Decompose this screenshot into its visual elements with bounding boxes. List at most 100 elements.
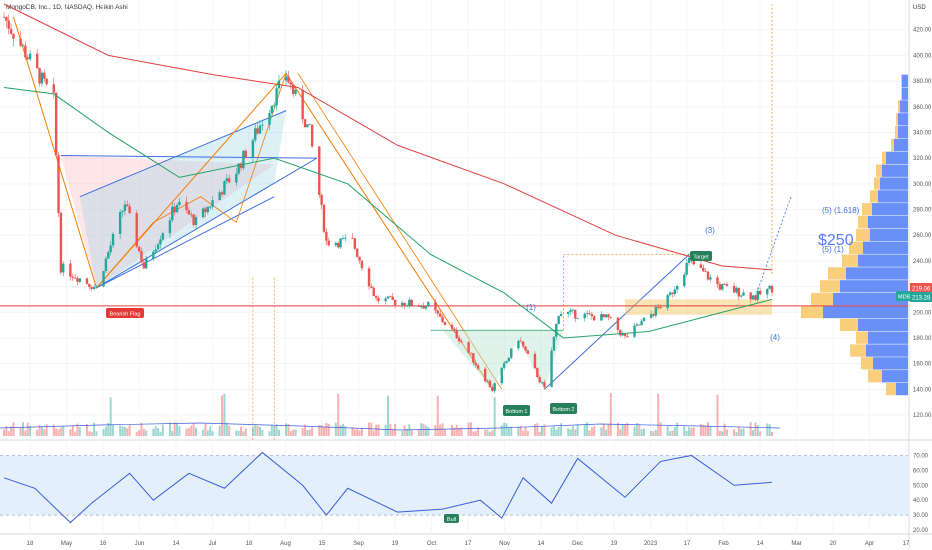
volume-bar — [128, 425, 131, 436]
volume-bar — [467, 422, 470, 436]
fib-inner — [96, 73, 287, 289]
candle-body — [69, 263, 72, 277]
volume-bar — [602, 423, 605, 436]
candle-body — [536, 368, 539, 378]
volume-profile-up-bar — [840, 280, 908, 293]
volume-bar — [135, 431, 138, 436]
candle-body — [659, 307, 662, 309]
candle-body — [294, 89, 297, 94]
candle-body — [273, 105, 276, 107]
time-tick-label: Dec — [572, 541, 583, 547]
volume-ma-line — [0, 422, 781, 431]
candle-body — [12, 33, 15, 39]
volume-bar — [43, 429, 46, 436]
candle-body — [401, 302, 404, 306]
volume-profile-down-bar — [849, 241, 863, 254]
candle-body — [73, 277, 77, 279]
candle-body — [483, 368, 487, 382]
candle-body — [156, 244, 160, 250]
candle-body — [62, 263, 65, 273]
candle-body — [543, 382, 546, 388]
candle-body — [510, 348, 513, 358]
price-tick-label: 140.00 — [913, 387, 932, 393]
candle-body — [540, 382, 544, 384]
candle-body — [721, 284, 724, 290]
volume-bar — [389, 424, 392, 436]
volume-bar — [5, 426, 8, 436]
time-tick-label: 15 — [319, 541, 326, 547]
candle-body — [137, 246, 141, 252]
candle-body — [735, 287, 738, 293]
candle-body — [173, 206, 176, 213]
time-tick-label: 19 — [392, 541, 399, 547]
volume-bar — [176, 422, 179, 436]
volume-bar — [650, 430, 653, 436]
volume-bar — [486, 429, 489, 436]
volume-bar — [145, 430, 148, 436]
volume-bar — [590, 427, 593, 436]
volume-bar — [688, 427, 691, 436]
volume-bar — [567, 428, 570, 436]
candle-body — [555, 323, 558, 337]
pattern-drawings — [0, 4, 908, 441]
volume-bar — [560, 423, 563, 436]
candle-body — [38, 67, 41, 84]
candle-series — [2, 12, 774, 394]
candle-body — [469, 352, 473, 354]
volume-profile — [801, 74, 908, 396]
time-tick-label: 2023 — [644, 541, 658, 547]
candle-body — [569, 310, 572, 312]
volume-bar — [721, 431, 724, 436]
volume-bar — [633, 426, 636, 436]
axes: 120.00140.00160.00180.00200.00220.00240.… — [27, 28, 932, 547]
candle-body — [341, 237, 345, 239]
volume-profile-up-bar — [898, 113, 908, 126]
volume-bar — [403, 425, 406, 436]
volume-bar — [268, 431, 271, 436]
rsi-tick-label: 70.00 — [913, 453, 929, 459]
candle-body — [9, 28, 13, 34]
candle-body — [95, 286, 98, 288]
time-tick-label: 20 — [830, 541, 837, 547]
volume-profile-down-bar — [820, 280, 840, 293]
candle-body — [502, 363, 506, 368]
candle-body — [211, 200, 214, 207]
time-tick-label: Jul — [209, 541, 217, 547]
candle-body — [704, 271, 707, 273]
volume-profile-down-bar — [858, 215, 868, 229]
volume-bar — [671, 430, 674, 436]
candle-body — [104, 258, 108, 272]
candle-body — [334, 242, 338, 246]
bull-label: Bull — [447, 517, 456, 523]
volume-profile-down-bar — [840, 318, 858, 332]
candle-body — [723, 284, 726, 285]
volume-profile-up-bar — [870, 228, 908, 242]
candle-body — [239, 163, 243, 169]
volume-bar — [666, 426, 669, 436]
volume-bar — [488, 431, 491, 436]
volume-bar — [85, 424, 88, 436]
candle-body — [668, 292, 672, 296]
candle-body — [403, 302, 406, 307]
candle-body — [310, 124, 314, 147]
volume-bar — [574, 429, 577, 436]
volume-profile-down-bar — [862, 203, 872, 216]
candle-body — [225, 178, 229, 182]
volume-bar — [725, 429, 728, 436]
candle-body — [427, 301, 430, 307]
volume-bar — [327, 424, 330, 436]
volume-bar — [102, 428, 105, 436]
candle-body — [242, 150, 245, 169]
volume-bar — [707, 422, 709, 436]
volume-bar — [434, 425, 437, 436]
volume-bar — [524, 427, 527, 436]
candle-body — [109, 245, 112, 253]
candle-body — [111, 233, 115, 246]
candle-body — [40, 72, 44, 84]
volume-profile-down-bar — [868, 370, 882, 383]
candle-body — [756, 290, 759, 300]
candle-body — [28, 53, 32, 60]
candle-body — [673, 289, 677, 294]
volume-profile-down-bar — [828, 267, 846, 280]
